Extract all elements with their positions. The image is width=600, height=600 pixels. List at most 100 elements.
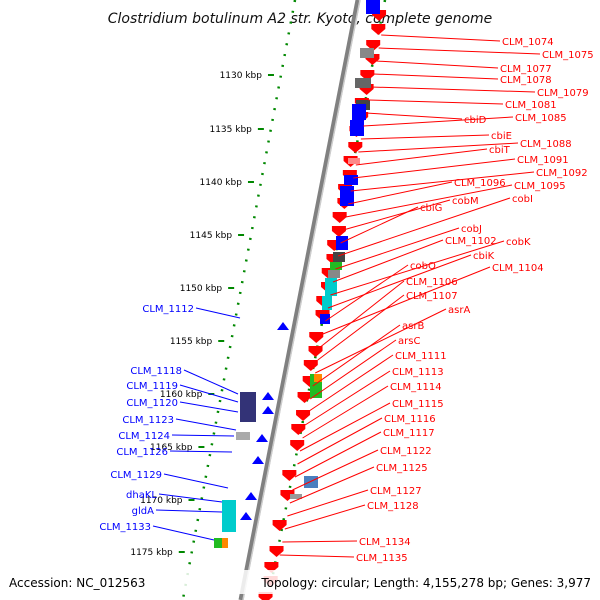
- gene-block: [290, 494, 302, 499]
- right-gene-label: CLM_1111: [395, 351, 447, 362]
- right-gene-label: cobK: [506, 237, 531, 248]
- gene-block-left: [236, 432, 250, 440]
- gene-block: [330, 262, 342, 270]
- right-gene-label: CLM_1128: [367, 501, 419, 512]
- right-gene-label: CLM_1088: [520, 139, 572, 150]
- left-label-leader: [171, 434, 235, 437]
- right-label-leader: [294, 431, 382, 478]
- right-label-leader: [287, 489, 369, 517]
- gene-block: [325, 278, 337, 296]
- right-gene-label: CLM_1122: [380, 446, 432, 457]
- gene-block: [333, 252, 345, 262]
- right-gene-label: cobI: [512, 194, 533, 205]
- gene-block: [314, 374, 322, 382]
- right-label-leader: [312, 324, 401, 387]
- right-label-leader: [363, 116, 514, 127]
- right-label-leader: [297, 417, 383, 465]
- right-gene-label: CLM_1117: [383, 428, 435, 439]
- right-gene-label: cbiK: [473, 251, 495, 262]
- right-label-leader: [381, 34, 501, 42]
- right-label-leader: [292, 449, 379, 491]
- right-label-leader: [378, 47, 541, 55]
- gene-block: [344, 175, 358, 185]
- left-label-leader: [195, 307, 241, 319]
- kbp-tick-label: 1170 kbp: [140, 496, 183, 506]
- left-gene-label: CLM_1112: [142, 304, 194, 315]
- reverse-gene-arrow: [245, 492, 257, 500]
- right-gene-label: CLM_1115: [392, 399, 444, 410]
- right-gene-label: CLM_1091: [517, 155, 569, 166]
- forward-gene-arrow: [282, 470, 297, 481]
- right-label-leader: [307, 354, 394, 413]
- right-label-leader: [320, 280, 405, 348]
- right-label-leader: [360, 134, 490, 140]
- right-gene-label: CLM_1095: [514, 181, 566, 192]
- left-gene-label: CLM_1120: [126, 398, 178, 409]
- genome-info-text: Topology: circular; Length: 4,155,278 bp…: [260, 576, 591, 590]
- kbp-tick-label: 1135 kbp: [209, 125, 252, 135]
- gene-block: [350, 120, 364, 136]
- right-gene-label: arsC: [398, 336, 420, 347]
- right-gene-label: CLM_1125: [376, 463, 428, 474]
- right-label-leader: [299, 402, 391, 452]
- right-label-leader: [371, 86, 536, 93]
- gene-block: [348, 158, 360, 164]
- right-label-leader: [373, 73, 499, 80]
- forward-gene-arrow: [309, 332, 324, 343]
- reverse-gene-arrow: [277, 322, 289, 330]
- right-gene-label: cbiT: [489, 145, 511, 156]
- right-label-leader: [304, 370, 391, 426]
- right-label-leader: [350, 171, 535, 192]
- reverse-gene-arrow: [252, 456, 264, 464]
- left-guide-line: [181, 0, 297, 600]
- forward-gene-arrow: [280, 490, 295, 501]
- gene-block: [366, 0, 380, 14]
- right-label-leader: [365, 112, 463, 120]
- right-gene-label: CLM_1079: [537, 88, 589, 99]
- genome-backbone-highlight: [242, 0, 361, 600]
- right-gene-label: cbiD: [464, 115, 487, 126]
- right-gene-label: CLM_1114: [390, 382, 442, 393]
- left-label-leader: [169, 450, 233, 453]
- right-gene-label: CLM_1078: [500, 75, 552, 86]
- right-label-leader: [330, 240, 505, 296]
- left-gene-label: CLM_1118: [130, 366, 182, 377]
- right-label-leader: [289, 466, 375, 504]
- forward-gene-arrow: [290, 440, 305, 451]
- forward-gene-arrow: [308, 346, 323, 357]
- left-label-leader: [179, 401, 239, 413]
- right-gene-label: CLM_1104: [492, 263, 544, 274]
- kbp-tick-label: 1140 kbp: [200, 178, 243, 188]
- kbp-tick-label: 1150 kbp: [180, 284, 223, 294]
- right-label-leader: [282, 540, 358, 543]
- right-label-leader: [315, 308, 447, 374]
- gene-block: [340, 186, 354, 206]
- gene-block-left: [240, 392, 256, 422]
- left-label-leader: [179, 384, 239, 403]
- right-gene-label: CLM_1106: [406, 277, 458, 288]
- right-label-leader: [332, 239, 444, 283]
- right-gene-label: CLM_1074: [502, 37, 554, 48]
- forward-gene-arrow: [297, 392, 312, 403]
- left-label-leader: [152, 525, 215, 541]
- forward-gene-arrow: [303, 360, 318, 371]
- left-label-leader: [163, 473, 229, 489]
- forward-gene-arrow: [360, 70, 375, 81]
- right-label-leader: [355, 148, 488, 166]
- gene-block-left: [222, 500, 236, 532]
- kbp-tick-label: 1165 kbp: [150, 443, 193, 453]
- forward-gene-arrow: [269, 546, 284, 557]
- footer-background: [0, 570, 600, 594]
- right-label-leader: [317, 294, 405, 361]
- right-gene-label: CLM_1102: [445, 236, 497, 247]
- right-label-leader: [284, 504, 366, 530]
- accession-text: Accession: NC_012563: [9, 576, 145, 590]
- forward-gene-arrow: [371, 24, 386, 35]
- reverse-gene-arrow: [240, 512, 252, 520]
- genome-backbone: [238, 0, 361, 600]
- map-title: Clostridium botulinum A2 str. Kyoto, com…: [108, 11, 493, 27]
- right-gene-label: CLM_1081: [505, 100, 557, 111]
- right-label-leader: [340, 206, 419, 244]
- right-gene-label: cobO: [410, 261, 436, 272]
